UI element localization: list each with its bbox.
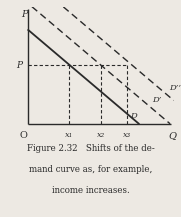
Text: Q: Q — [168, 131, 176, 140]
Text: Figure 2.32   Shifts of the de-: Figure 2.32 Shifts of the de- — [27, 144, 154, 153]
Text: P: P — [16, 61, 22, 70]
Text: x₁: x₁ — [65, 131, 73, 139]
Text: D’’: D’’ — [169, 84, 181, 92]
Text: O: O — [19, 131, 27, 140]
Text: x₂: x₂ — [97, 131, 105, 139]
Text: income increases.: income increases. — [52, 186, 129, 194]
Text: x₃: x₃ — [123, 131, 131, 139]
Text: D’: D’ — [152, 96, 161, 104]
Text: mand curve as, for example,: mand curve as, for example, — [29, 165, 152, 174]
Text: P: P — [21, 10, 27, 19]
Text: D: D — [130, 112, 137, 120]
